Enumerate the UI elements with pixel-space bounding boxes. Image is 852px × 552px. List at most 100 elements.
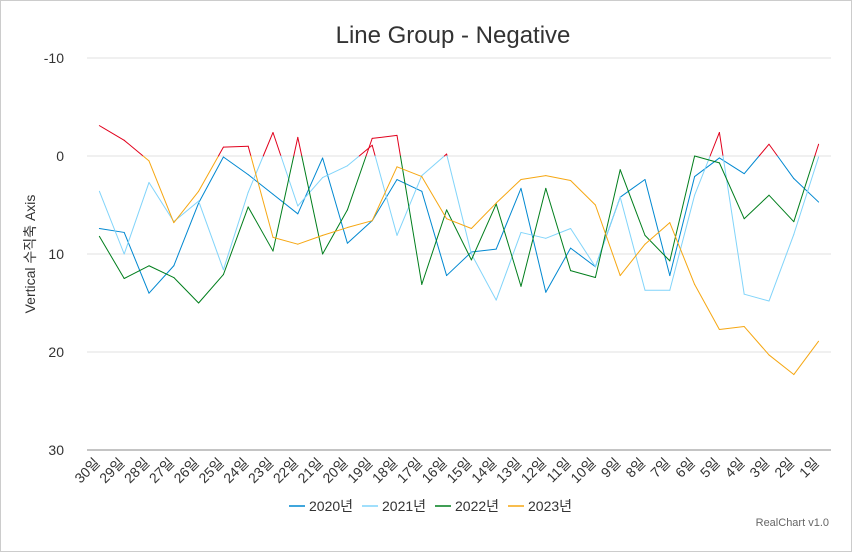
series-line-segment — [594, 169, 621, 279]
series-line-segment — [694, 157, 720, 178]
series-line-segment — [619, 169, 646, 236]
x-tick-label: 18일 — [369, 455, 400, 486]
series-line-segment — [346, 155, 360, 167]
series-line-segment — [396, 175, 423, 236]
series-line-segment — [644, 179, 671, 277]
series-line-segment — [371, 166, 398, 222]
series-line-segment — [520, 187, 547, 287]
series-line-segment — [669, 155, 696, 262]
series-line-segment — [470, 203, 497, 261]
series-line-segment — [322, 227, 348, 236]
series-line-segment — [123, 139, 144, 157]
series-line-segment — [570, 180, 596, 206]
series-line-segment — [570, 228, 596, 268]
series-2023년 — [98, 125, 820, 376]
series-line-segment — [198, 155, 219, 192]
series-line-segment — [222, 191, 249, 271]
series-line-segment — [446, 251, 472, 277]
series-line-segment — [644, 222, 671, 245]
series-line-segment — [793, 155, 816, 223]
series-line-segment — [322, 165, 348, 179]
series-line-segment — [814, 143, 820, 157]
series-line-segment — [98, 235, 125, 279]
series-line-segment — [250, 155, 274, 238]
series-line-segment — [297, 177, 324, 207]
x-tick-label: 15일 — [443, 455, 474, 486]
x-tick-label: 26일 — [170, 455, 201, 486]
x-tick-label: 19일 — [344, 455, 375, 486]
x-tick-label: 21일 — [294, 455, 325, 486]
series-line-segment — [495, 203, 522, 287]
series-line-segment — [777, 155, 795, 180]
series-line-segment — [396, 134, 401, 157]
series-line-segment — [123, 231, 150, 294]
x-tick-label: 6일 — [672, 455, 698, 481]
series-line-segment — [272, 131, 282, 157]
series-line-segment — [148, 160, 175, 224]
series-line-segment — [743, 194, 770, 220]
x-tick-label: 20일 — [319, 455, 350, 486]
x-tick-label: 1일 — [796, 455, 822, 481]
y-tick-label: 20 — [48, 344, 64, 360]
series-line-segment — [793, 156, 820, 235]
series-line-segment — [793, 178, 820, 203]
series-line-segment — [358, 144, 373, 157]
x-tick-label: 23일 — [245, 455, 276, 486]
series-line-segment — [619, 196, 646, 291]
series-line-segment — [222, 145, 249, 148]
series-line-segment — [297, 157, 324, 215]
series-line-segment — [198, 156, 224, 204]
series-line-segment — [297, 234, 324, 245]
series-line-segment — [173, 202, 200, 267]
series-line-segment — [793, 340, 820, 376]
series-line-segment — [247, 206, 274, 252]
legend-label: 2022년 — [455, 498, 499, 514]
series-line-segment — [365, 137, 373, 157]
x-tick-label: 29일 — [96, 455, 127, 486]
x-tick-label: 9일 — [598, 455, 624, 481]
x-tick-label: 4일 — [722, 455, 748, 481]
series-line-segment — [346, 220, 373, 229]
series-line-segment — [520, 187, 547, 293]
series-line-segment — [272, 193, 299, 215]
series-line-segment — [594, 204, 621, 277]
x-tick-label: 2일 — [771, 455, 797, 481]
y-tick-label: -10 — [44, 50, 64, 66]
series-line-segment — [421, 190, 448, 277]
series-line-segment — [247, 145, 252, 157]
x-tick-label: 14일 — [468, 455, 499, 486]
series-line-segment — [722, 155, 745, 295]
series-line-segment — [297, 136, 303, 157]
series-line-segment — [545, 228, 572, 239]
legend-label: 2023년 — [528, 498, 572, 514]
x-tick-label: 8일 — [622, 455, 648, 481]
series-line-segment — [280, 155, 299, 207]
series-line-segment — [399, 155, 423, 285]
series-line-segment — [768, 143, 779, 157]
x-tick-label: 10일 — [567, 455, 598, 486]
series-line-segment — [396, 166, 423, 178]
series-line-segment — [322, 157, 348, 244]
series-line-segment — [173, 277, 200, 304]
series-line-segment — [545, 175, 572, 181]
y-axis-title: Vertical 수직축 Axis — [22, 195, 38, 314]
x-tick-label: 16일 — [418, 455, 449, 486]
x-tick-label: 17일 — [394, 455, 425, 486]
series-line-segment — [545, 187, 572, 272]
series-line-segment — [142, 155, 150, 162]
series-line-segment — [669, 222, 696, 285]
series-line-segment — [173, 190, 200, 224]
series-line-segment — [619, 243, 646, 277]
series-line-segment — [495, 187, 522, 250]
y-tick-label: 30 — [48, 442, 64, 458]
series-line-segment — [346, 220, 373, 244]
series-line-segment — [570, 247, 596, 268]
series-line-segment — [421, 155, 445, 177]
y-tick-label: 0 — [56, 148, 64, 164]
series-2021년 — [98, 131, 820, 302]
series-line-segment — [694, 283, 720, 330]
series-line-segment — [446, 218, 472, 230]
series-line-segment — [768, 233, 795, 302]
series-line-segment — [374, 155, 398, 236]
